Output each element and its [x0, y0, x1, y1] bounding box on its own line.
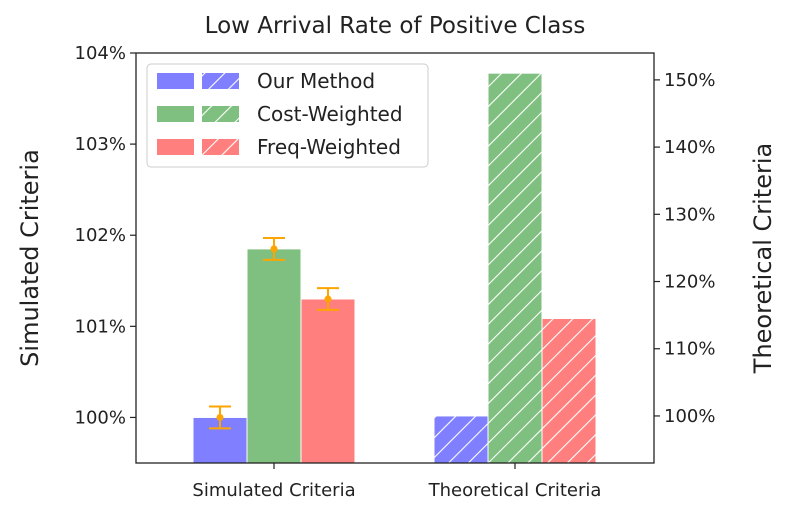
- error-point-our-method: [216, 413, 224, 421]
- right-tick-label: 140%: [664, 137, 715, 158]
- error-point-freq-weighted: [324, 295, 332, 303]
- left-tick-label: 101%: [75, 316, 126, 337]
- left-tick-label: 103%: [75, 134, 126, 155]
- right-tick-label: 110%: [664, 339, 715, 360]
- bar-theoretical-hatch-cost-weighted: [488, 73, 542, 463]
- legend-swatch-hatch-our-method: [202, 73, 239, 89]
- bar-theoretical-hatch-our-method: [434, 415, 488, 463]
- error-point-cost-weighted: [270, 245, 278, 253]
- right-tick-label: 100%: [664, 406, 715, 427]
- legend-swatch-solid-our-method: [157, 73, 194, 89]
- legend-swatch-hatch-cost-weighted: [202, 106, 239, 122]
- right-axis-label: Theoretical Criteria: [749, 143, 777, 374]
- right-tick-label: 150%: [664, 70, 715, 91]
- chart-title: Low Arrival Rate of Positive Class: [205, 13, 586, 39]
- x-tick-label-theoretical: Theoretical Criteria: [428, 480, 602, 501]
- left-axis-label: Simulated Criteria: [16, 149, 44, 367]
- x-tick-label-simulated: Simulated Criteria: [192, 480, 355, 501]
- bar-theoretical-hatch-freq-weighted: [542, 318, 596, 463]
- legend-swatch-hatch-freq-weighted: [202, 139, 239, 155]
- legend: Our Method Cost-Weighted Freq-Weighted: [146, 63, 429, 168]
- plot-frame: [135, 52, 655, 464]
- bar-simulated-freq-weighted: [300, 298, 356, 464]
- legend-swatch-solid-freq-weighted: [157, 139, 194, 155]
- left-tick-label: 104%: [75, 43, 126, 64]
- right-tick-label: 130%: [664, 204, 715, 225]
- legend-swatch-solid-cost-weighted: [157, 106, 194, 122]
- legend-label-cost-weighted: Cost-Weighted: [257, 102, 403, 126]
- left-tick-label: 102%: [75, 225, 126, 246]
- bar-simulated-cost-weighted: [246, 248, 302, 464]
- right-tick-label: 120%: [664, 272, 715, 293]
- left-tick-label: 100%: [75, 407, 126, 428]
- legend-label-freq-weighted: Freq-Weighted: [257, 135, 401, 159]
- legend-label-our-method: Our Method: [257, 69, 375, 93]
- plot-area: 100% 101% 102% 103% 104% 100% 110% 120% 130% 140%…: [75, 43, 715, 469]
